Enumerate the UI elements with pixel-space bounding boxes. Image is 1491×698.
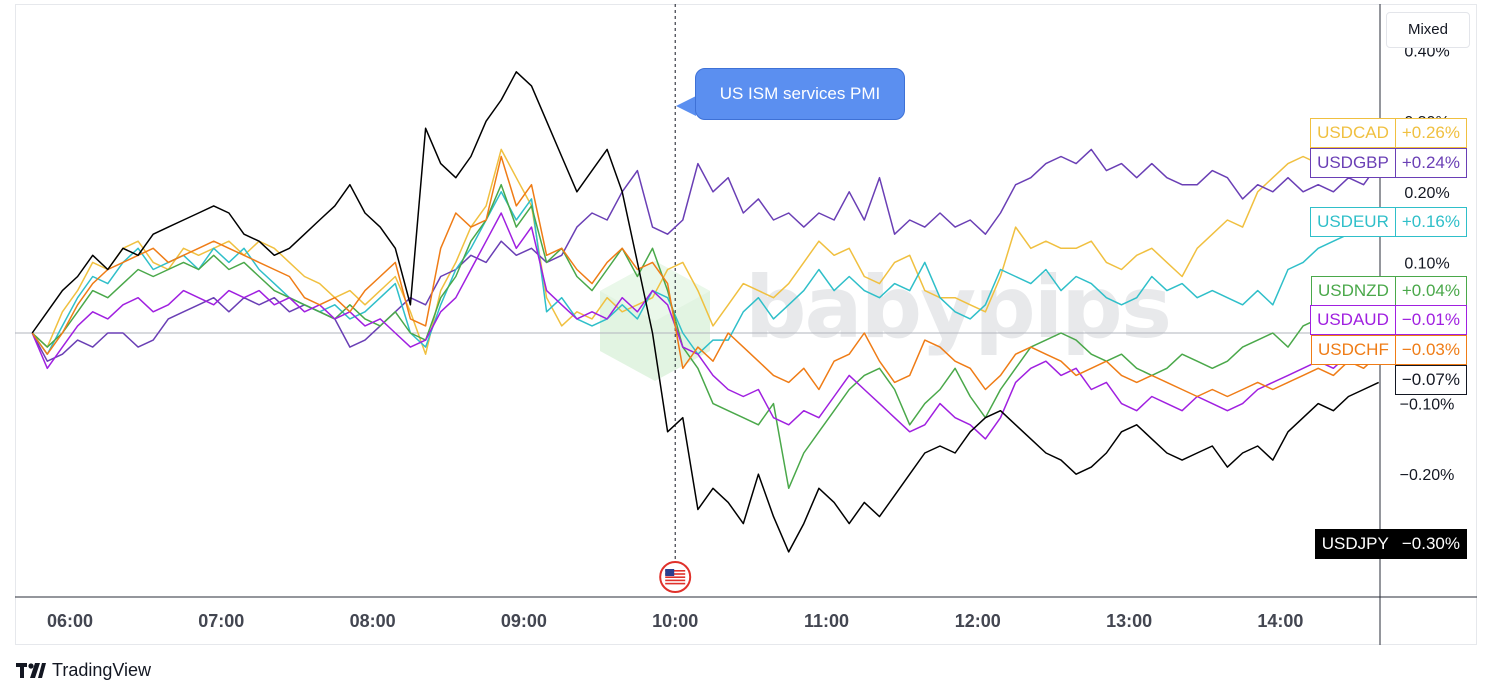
price-label-usdnzd[interactable]: USDNZD +0.04%: [1311, 276, 1467, 306]
mode-button[interactable]: Mixed: [1386, 12, 1470, 48]
y-tick-label: 0.10%: [1404, 255, 1449, 272]
price-label-symbol: USDGBP: [1310, 148, 1395, 178]
us-flag-stripe: [665, 576, 686, 578]
price-label-symbol: USDCHF: [1311, 335, 1395, 365]
x-tick-label: 06:00: [47, 611, 93, 631]
us-flag-stripe: [665, 579, 686, 582]
x-tick-label: 13:00: [1106, 611, 1152, 631]
price-label-symbol: USDCAD: [1310, 118, 1395, 148]
x-tick-label: 12:00: [955, 611, 1001, 631]
price-label-usdeur[interactable]: USDEUR +0.16%: [1310, 207, 1467, 237]
series-line-usdnzd[interactable]: [31, 183, 1379, 490]
x-tick-label: 14:00: [1257, 611, 1303, 631]
series-line-usdeur[interactable]: [31, 191, 1380, 355]
y-tick-label: −0.20%: [1400, 467, 1455, 484]
price-label-change: +0.26%: [1394, 118, 1467, 148]
y-tick-label: 0.20%: [1404, 185, 1449, 202]
price-label-usdaud[interactable]: USDAUD −0.01%: [1310, 305, 1467, 335]
tradingview-brand[interactable]: TradingView: [16, 660, 151, 681]
x-tick-label: 10:00: [652, 611, 698, 631]
price-label-symbol: USDEUR: [1310, 207, 1395, 237]
event-callout[interactable]: US ISM services PMI: [695, 68, 905, 120]
price-label-change: +0.04%: [1394, 276, 1467, 306]
price-label-change: −0.30%: [1394, 529, 1467, 559]
price-label-usdjpy[interactable]: USDJPY −0.30%: [1314, 529, 1467, 559]
price-label-usdchf[interactable]: USDCHF −0.03%: [1311, 335, 1467, 365]
us-flag-stripe: [665, 582, 686, 585]
tradingview-logo-icon: [16, 662, 46, 678]
us-flag-canton: [665, 569, 675, 576]
price-label-symbol: USDAUD: [1310, 305, 1395, 335]
price-label-change: +0.24%: [1394, 148, 1467, 178]
price-label-change: −0.03%: [1394, 335, 1467, 365]
us-flag-stripe: [665, 570, 686, 572]
us-flag-stripe: [665, 573, 686, 575]
price-label-usdcad[interactable]: USDCAD +0.26%: [1310, 118, 1467, 148]
x-tick-label: 09:00: [501, 611, 547, 631]
price-label-symbol: USDNZD: [1311, 276, 1395, 306]
x-tick-label: 08:00: [350, 611, 396, 631]
price-label-current-usdjpy[interactable]: −0.07%: [1394, 365, 1467, 395]
x-tick-label: 11:00: [804, 611, 849, 631]
y-tick-label: −0.10%: [1400, 397, 1455, 414]
price-label-change: +0.16%: [1394, 207, 1467, 237]
event-callout-tail: [676, 96, 696, 116]
price-label-symbol: USDJPY: [1314, 529, 1395, 559]
price-label-change: −0.07%: [1394, 365, 1467, 395]
series-line-usdjpy[interactable]: [31, 71, 1380, 553]
series-line-usdchf[interactable]: [31, 155, 1380, 398]
chart-frame: [15, 4, 1477, 645]
series-line-usdgbp[interactable]: [31, 148, 1380, 362]
series-line-usdcad[interactable]: [31, 148, 1379, 355]
tradingview-brand-text: TradingView: [52, 660, 152, 680]
price-label-usdgbp[interactable]: USDGBP +0.24%: [1310, 148, 1467, 178]
series-line-usdaud[interactable]: [31, 212, 1380, 440]
price-label-change: −0.01%: [1394, 305, 1467, 335]
x-tick-label: 07:00: [198, 611, 244, 631]
